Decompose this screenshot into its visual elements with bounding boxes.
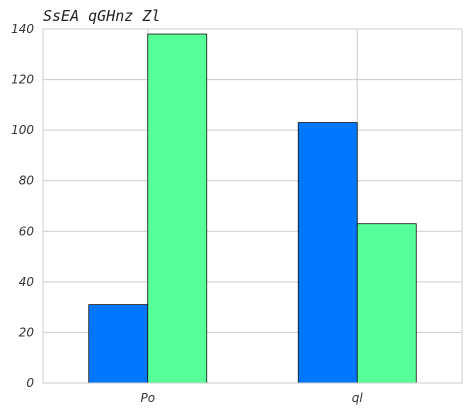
bar-Po-series-2 xyxy=(147,33,208,384)
x-tick-label: ql xyxy=(352,391,364,405)
bar-ql-series-1 xyxy=(297,122,358,384)
plot-frame xyxy=(42,28,463,384)
y-tick-label: 140 xyxy=(11,22,34,36)
bars xyxy=(88,33,417,384)
y-tick-label: 40 xyxy=(19,275,35,289)
y-tick-label: 80 xyxy=(19,174,35,188)
chart-title: SsEA qGHnz Zl xyxy=(43,7,160,25)
y-tick-label: 120 xyxy=(11,73,34,87)
y-axis-ticks: 0 20 40 60 80 100 120 140 xyxy=(11,22,34,390)
y-tick-label: 20 xyxy=(19,325,35,339)
x-tick-label: Po xyxy=(140,391,155,405)
x-axis-ticks: Po ql xyxy=(140,391,363,405)
bar-ql-series-2 xyxy=(356,223,417,384)
bar-Po-series-1 xyxy=(88,304,149,384)
y-tick-label: 60 xyxy=(19,224,35,238)
y-tick-label: 0 xyxy=(26,376,34,390)
y-tick-label: 100 xyxy=(11,123,34,137)
